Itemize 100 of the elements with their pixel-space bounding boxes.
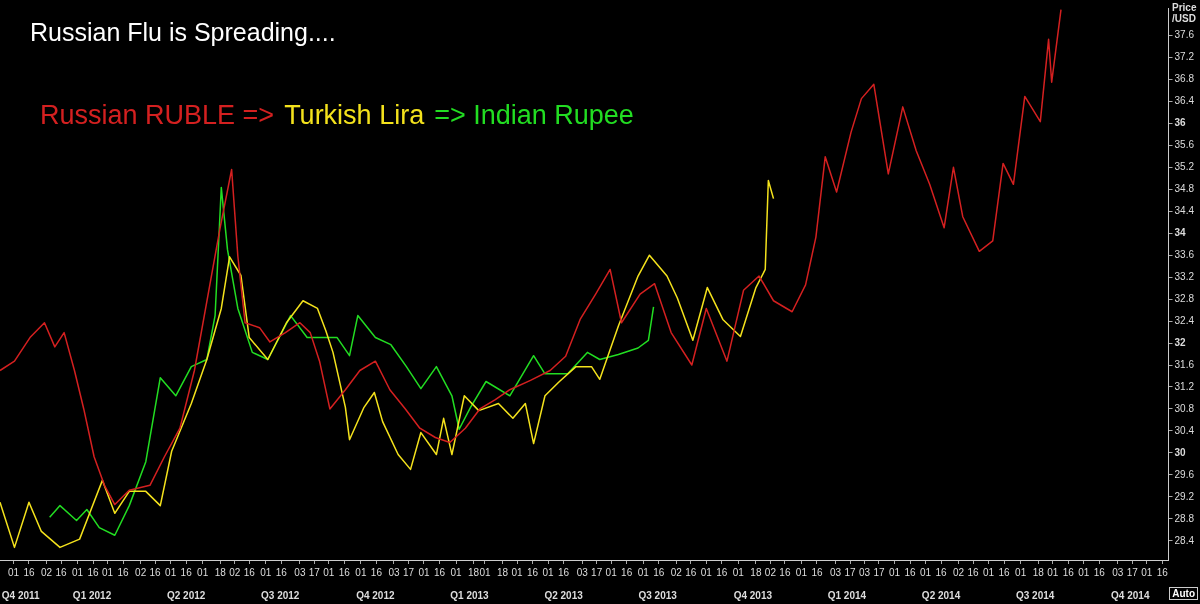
x-tick-label: 16: [653, 566, 665, 578]
x-tick-label: 03: [1112, 566, 1124, 578]
x-tick-label: 18: [1032, 566, 1045, 578]
y-tick-label: 30.4: [1174, 424, 1195, 436]
x-tick-label: 16: [117, 566, 130, 578]
y-tick-label: 33.6: [1174, 248, 1195, 260]
x-tick-label: 16: [998, 566, 1011, 578]
y-tick-label: 36.4: [1174, 95, 1195, 107]
x-tick-label: 01: [700, 566, 713, 578]
x-tick-label: 18: [497, 566, 509, 578]
y-tick-label: 35.2: [1174, 161, 1195, 173]
x-tick-label: 16: [1156, 566, 1169, 578]
x-tick-label: 18: [468, 566, 480, 578]
x-tick-label: 02: [670, 566, 683, 578]
y-tick-label: 37.6: [1174, 29, 1195, 41]
x2-tick-label: Q3 2013: [638, 589, 678, 601]
x-tick-label: 17: [591, 566, 603, 578]
x-tick-label: 01: [795, 566, 808, 578]
x-tick-label: 03: [388, 566, 400, 578]
x-tick-label: 01: [542, 566, 555, 578]
x2-tick-label: Q3 2012: [261, 589, 300, 601]
x-tick-label: 03: [576, 566, 589, 578]
x-tick-label: 16: [558, 566, 570, 578]
x-tick-label: 01: [1078, 566, 1090, 578]
y-tick-label: 34.4: [1174, 204, 1195, 216]
x-tick-label: 16: [338, 566, 351, 578]
x-tick-label: 16: [433, 566, 446, 578]
x-tick-label: 16: [243, 566, 256, 578]
x-tick-label: 01: [983, 566, 995, 578]
x-tick-label: 01: [888, 566, 901, 578]
text: Auto: [1169, 587, 1198, 600]
y-tick-label: 34: [1174, 226, 1187, 238]
x-tick-label: 03: [294, 566, 306, 578]
x-tick-label: 16: [967, 566, 980, 578]
x-tick-label: 01: [450, 566, 463, 578]
x2-tick-label: Q4 2014: [1111, 589, 1150, 601]
text: Russian RUBLE =>: [40, 100, 275, 130]
y-tick-label: 31.6: [1174, 358, 1195, 370]
x-tick-label: 01: [260, 566, 272, 578]
x-tick-label: 01: [101, 566, 114, 578]
x-tick-label: 01: [7, 566, 20, 578]
y-tick-label: 29.6: [1174, 468, 1195, 480]
x-tick-label: 16: [621, 566, 633, 578]
x-tick-label: 16: [685, 566, 697, 578]
x-tick-label: 01: [165, 566, 177, 578]
x2-tick-label: Q2 2013: [544, 589, 584, 601]
x-tick-label: 01: [1015, 566, 1027, 578]
x-tick-label: 01: [323, 566, 335, 578]
x-tick-label: 16: [904, 566, 917, 578]
x2-tick-label: Q4 2011: [1, 589, 41, 601]
y-tick-label: 35.6: [1174, 139, 1195, 151]
x-tick-label: 01: [511, 566, 524, 578]
y-tick-label: 29.2: [1174, 490, 1195, 502]
x-tick-label: 01: [1047, 566, 1059, 578]
x2-tick-label: Q1 2014: [827, 589, 867, 601]
x-tick-label: 02: [40, 566, 53, 578]
y-tick-label: 36.8: [1174, 73, 1195, 85]
x-tick-label: 01: [355, 566, 367, 578]
y-tick-label: 30: [1174, 446, 1187, 458]
x-tick-label: 01: [418, 566, 430, 578]
x-tick-label: 16: [1093, 566, 1106, 578]
x-tick-label: 01: [197, 566, 209, 578]
x-tick-label: 16: [935, 566, 948, 578]
x2-tick-label: Q2 2012: [166, 589, 206, 601]
y-tick-label: 34.8: [1174, 183, 1195, 194]
x-tick-label: 17: [402, 566, 415, 578]
x-tick-label: 02: [229, 566, 241, 578]
text: Turkish Lira: [284, 100, 425, 130]
x-tick-label: 17: [873, 566, 885, 578]
x-tick-label: 16: [23, 566, 35, 578]
x-tick-label: 01: [919, 566, 932, 578]
x-tick-label: 16: [716, 566, 728, 578]
x-tick-label: 03: [858, 566, 871, 578]
x-tick-label: 17: [844, 566, 857, 578]
chart-title: Russian Flu is Spreading....: [30, 18, 336, 47]
y-tick-label: 31.2: [1174, 380, 1195, 392]
x-tick-label: 16: [779, 566, 791, 578]
y-tick-label: 32.8: [1174, 292, 1195, 304]
x2-tick-label: Q4 2013: [733, 589, 773, 601]
x-tick-label: 01: [479, 566, 491, 578]
x-tick-label: 01: [72, 566, 84, 578]
x-tick-label: 01: [732, 566, 745, 578]
x-tick-label: 18: [750, 566, 762, 578]
y-tick-label: 36: [1174, 117, 1187, 129]
x2-tick-label: Q4 2012: [356, 589, 395, 601]
y-tick-label: 37.2: [1174, 51, 1195, 63]
x-tick-label: 16: [55, 566, 68, 578]
x-tick-label: 02: [953, 566, 965, 578]
y-tick-label: 30.8: [1174, 402, 1195, 414]
x-tick-label: 16: [527, 566, 539, 578]
x-tick-label: 16: [87, 566, 100, 578]
y-tick-label: 33.2: [1174, 270, 1195, 282]
x-tick-label: 16: [180, 566, 193, 578]
x-tick-label: 02: [764, 566, 777, 578]
x-tick-label: 18: [214, 566, 227, 578]
x-tick-label: 17: [308, 566, 321, 578]
x2-tick-label: Q2 2014: [921, 589, 961, 601]
x-tick-label: 01: [605, 566, 618, 578]
y-tick-label: 28.4: [1174, 534, 1195, 546]
x-tick-label: 16: [275, 566, 288, 578]
